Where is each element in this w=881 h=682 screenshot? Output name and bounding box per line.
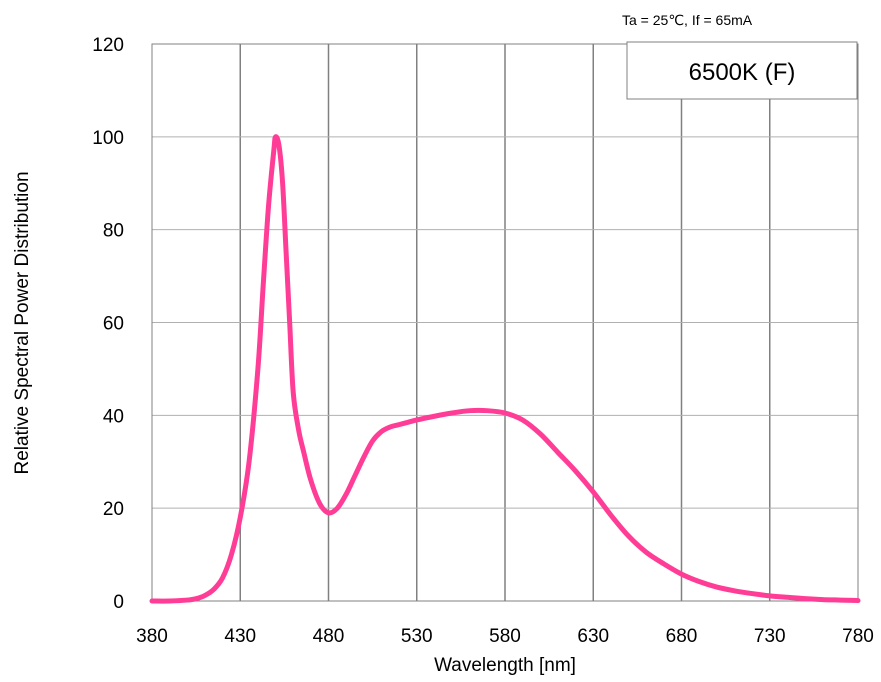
series-line-6500k xyxy=(149,134,861,604)
legend-box-frame xyxy=(626,41,858,100)
grid-lines xyxy=(152,44,858,601)
y-tick-label: 100 xyxy=(92,128,124,149)
x-tick-label: 630 xyxy=(577,626,609,647)
y-tick-label: 120 xyxy=(92,35,124,56)
x-tick-label: 380 xyxy=(136,626,168,647)
x-tick-label: 580 xyxy=(489,626,521,647)
x-tick-label: 730 xyxy=(754,626,786,647)
y-tick-label: 80 xyxy=(103,221,124,242)
plot-area-frame xyxy=(151,43,859,602)
legend-box-label: 6500K (F) xyxy=(689,59,796,86)
x-axis-title: Wavelength [nm] xyxy=(434,655,576,676)
y-tick-label: 40 xyxy=(103,406,124,427)
x-tick-label: 480 xyxy=(313,626,345,647)
y-axis-title: Relative Spectral Power Distribution xyxy=(12,171,33,474)
y-tick-label: 60 xyxy=(103,314,124,335)
x-tick-label: 780 xyxy=(842,626,874,647)
x-tick-label: 680 xyxy=(666,626,698,647)
legend-box: 6500K (F) xyxy=(626,41,858,100)
y-axis-tick-labels: 0 20 40 60 80 100 120 xyxy=(92,35,124,613)
x-tick-label: 530 xyxy=(401,626,433,647)
y-tick-label: 20 xyxy=(103,499,124,520)
x-tick-label: 430 xyxy=(224,626,256,647)
measurement-condition: Ta = 25℃, If = 65mA xyxy=(622,12,753,28)
y-tick-label: 0 xyxy=(113,592,124,613)
x-axis-tick-labels: 380 430 480 530 580 630 680 730 780 xyxy=(136,626,874,647)
